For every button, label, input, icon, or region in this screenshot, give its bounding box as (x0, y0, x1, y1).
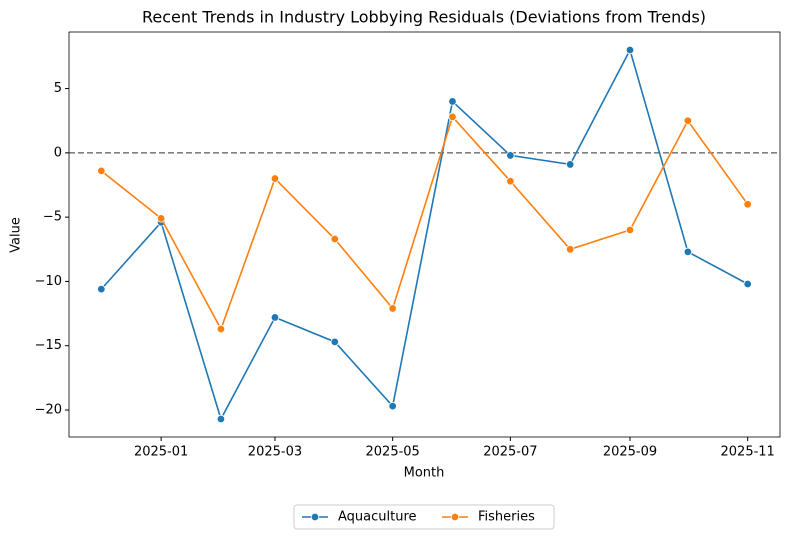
x-tick-label: 2025-03 (248, 445, 302, 460)
legend-label: Fisheries (478, 510, 535, 525)
legend-marker (450, 512, 460, 522)
y-tick-label: 5 (54, 81, 62, 96)
chart-title: Recent Trends in Industry Lobbying Resid… (142, 8, 706, 27)
y-tick-label: −20 (35, 403, 62, 418)
x-tick-label: 2025-07 (483, 445, 537, 460)
data-point (565, 245, 575, 254)
y-tick-label: −5 (43, 210, 62, 225)
x-tick-label: 2025-05 (366, 445, 420, 460)
data-point (156, 214, 166, 223)
x-tick-label: 2025-01 (134, 445, 188, 460)
data-point (97, 284, 106, 294)
data-point (216, 414, 226, 424)
data-point (330, 234, 339, 244)
y-tick-label: 0 (54, 145, 62, 160)
data-point (97, 166, 106, 176)
data-point (388, 401, 397, 411)
series-line (100, 47, 749, 422)
y-tick-label: −15 (35, 338, 62, 353)
data-point (565, 160, 575, 169)
data-point (270, 313, 280, 322)
data-point (330, 337, 339, 347)
y-axis-label: Value (9, 217, 24, 253)
x-tick-label: 2025-11 (721, 445, 775, 460)
data-point (216, 324, 226, 334)
data-point (625, 45, 635, 55)
data-point (388, 304, 397, 313)
legend-box (293, 504, 555, 530)
data-point (506, 151, 515, 160)
data-point (625, 225, 635, 235)
data-point (743, 279, 752, 289)
x-axis-label: Month (404, 466, 445, 481)
x-tick-label: 2025-09 (603, 445, 657, 460)
data-point (506, 176, 515, 186)
data-point (683, 247, 693, 257)
data-point (683, 116, 693, 125)
data-point (448, 112, 457, 122)
series-line (100, 115, 749, 331)
data-point (270, 174, 280, 183)
y-tick-label: −10 (35, 274, 62, 289)
data-point (743, 200, 752, 209)
plot-frame (68, 31, 781, 438)
data-point (448, 97, 457, 106)
legend-label: Aquaculture (338, 510, 417, 525)
legend-marker (310, 512, 320, 522)
